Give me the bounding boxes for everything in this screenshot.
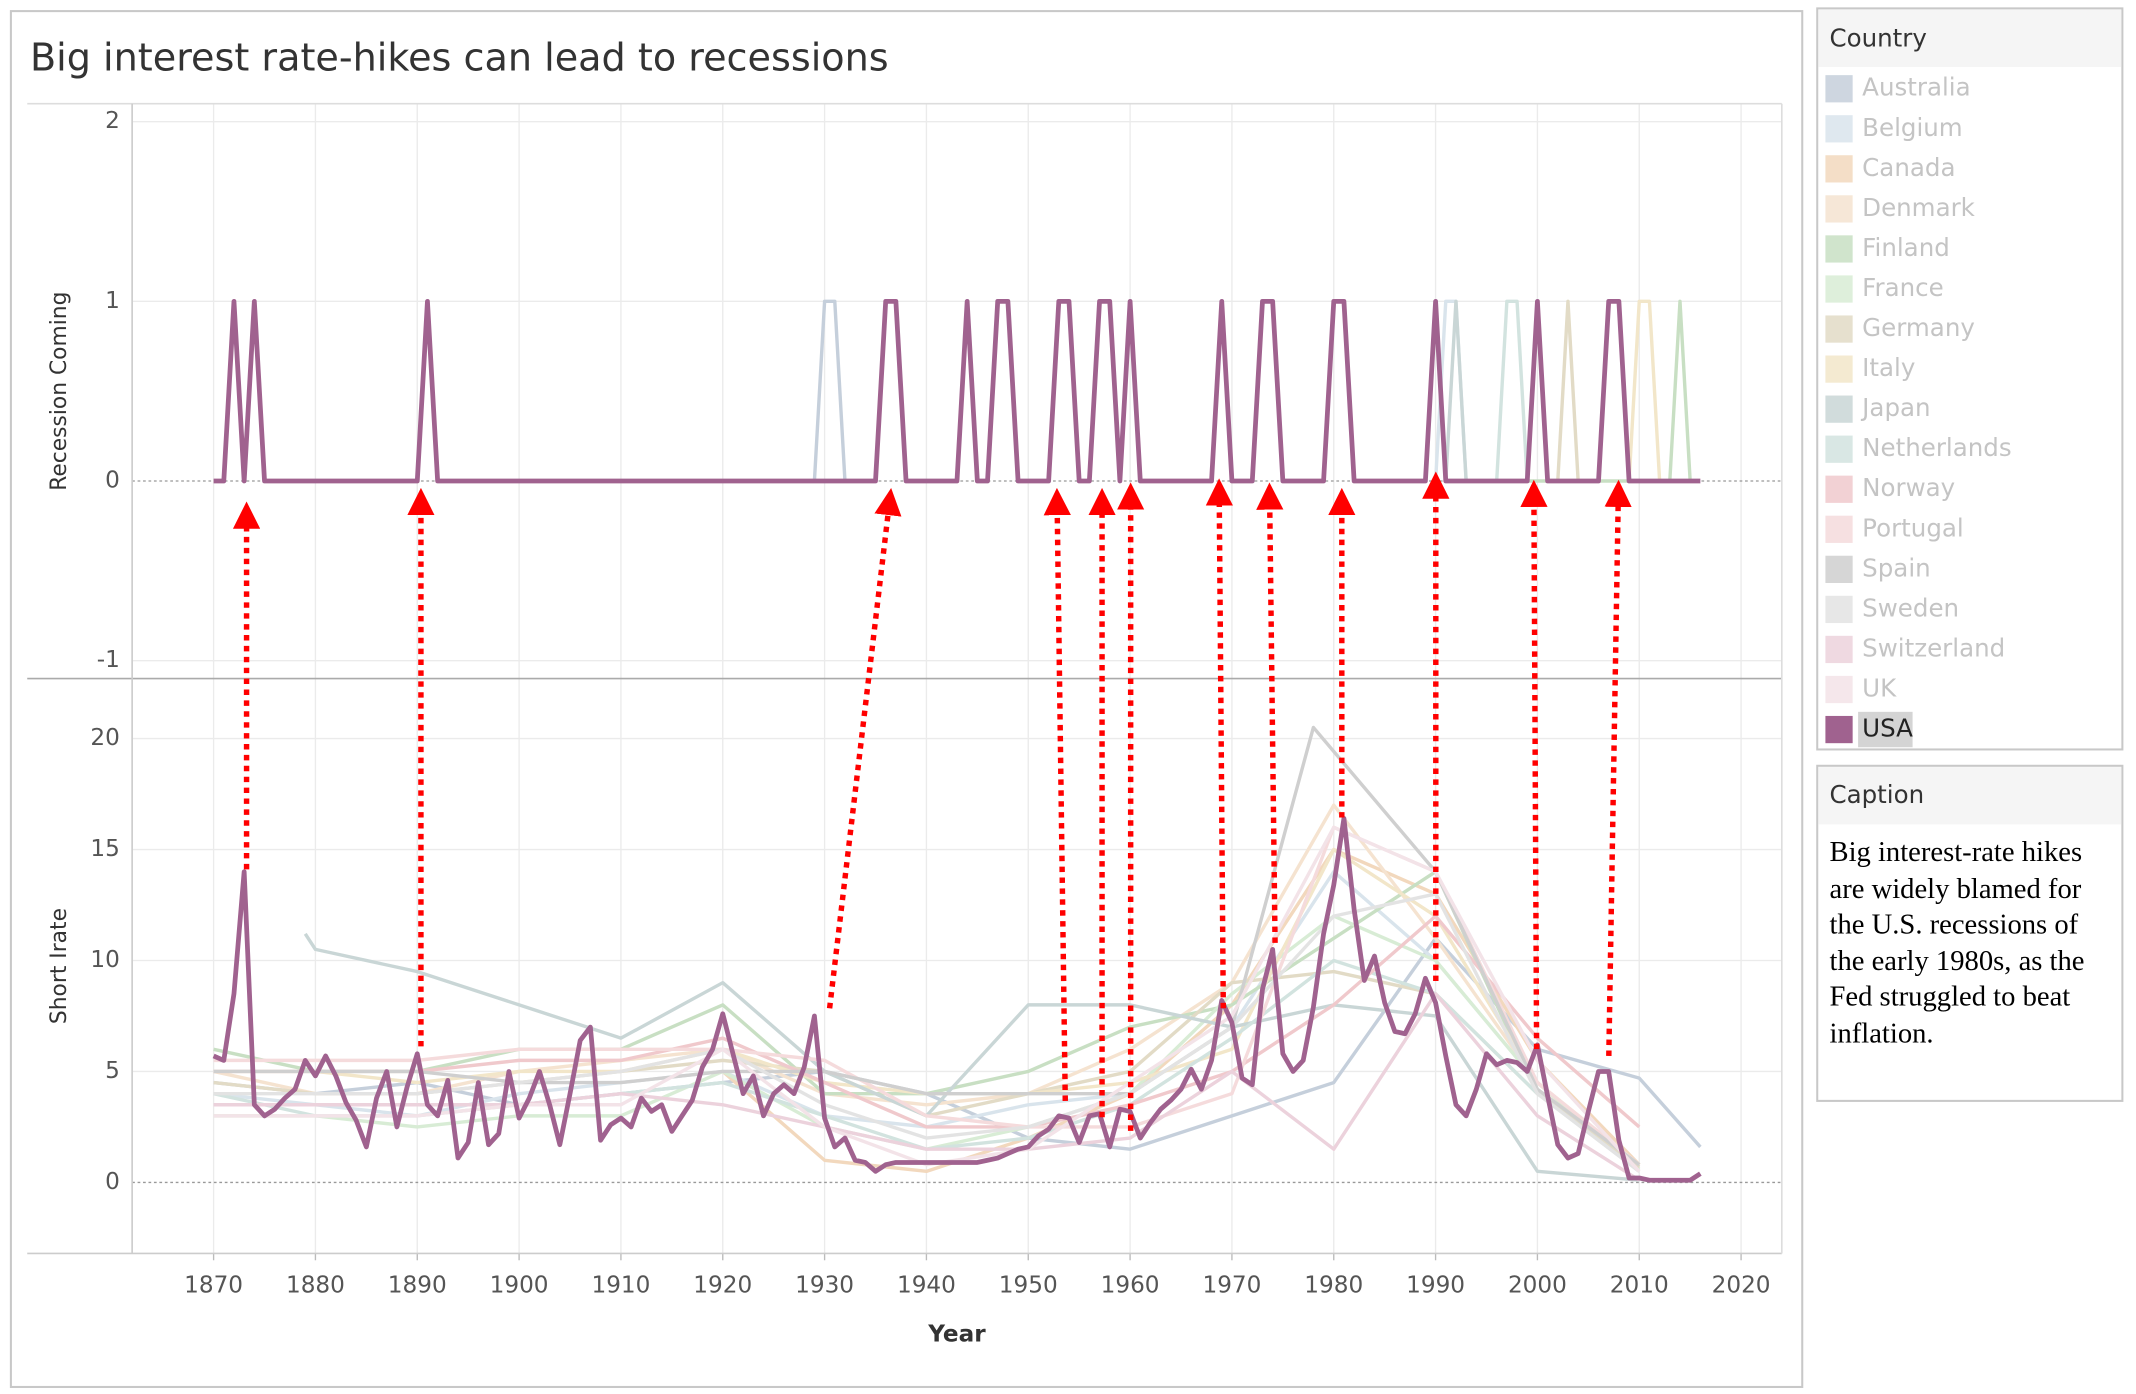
legend-swatch xyxy=(1825,555,1853,583)
arrow xyxy=(1256,482,1284,943)
legend-swatch xyxy=(1825,595,1853,624)
chart-title: Big interest rate-hikes can lead to rece… xyxy=(30,36,889,80)
x-tick-label: 1950 xyxy=(999,1273,1058,1299)
legend-box xyxy=(1816,7,2124,751)
x-tick-label: 2000 xyxy=(1508,1273,1567,1299)
arrow xyxy=(1604,479,1632,1056)
x-tick-label: 2010 xyxy=(1610,1273,1669,1299)
legend-swatch xyxy=(1825,195,1853,223)
legend-title: Country xyxy=(1829,24,1926,53)
x-tick-label: 1920 xyxy=(693,1273,752,1299)
chart-frame xyxy=(9,10,1804,1388)
legend-swatch xyxy=(1825,115,1853,143)
legend-swatch xyxy=(1825,315,1853,343)
arrow xyxy=(1520,479,1548,1050)
legend-label: UK xyxy=(1862,674,1897,703)
legend-highlight xyxy=(1858,711,1913,748)
y-tick-label: 2 xyxy=(105,108,120,134)
series-line xyxy=(212,816,1702,1183)
legend-swatch xyxy=(1825,475,1853,503)
caption-header xyxy=(1818,767,2122,825)
series-line xyxy=(213,725,1641,1167)
legend-label: Switzerland xyxy=(1862,633,2005,662)
y-tick-label: -1 xyxy=(97,647,120,673)
x-tick-label: 1880 xyxy=(286,1273,345,1299)
x-tick-label: 1900 xyxy=(490,1273,549,1299)
legend-label: Denmark xyxy=(1862,193,1975,222)
x-tick-label: 1980 xyxy=(1304,1273,1363,1299)
legend-swatch xyxy=(1825,355,1853,383)
x-tick-label: 1960 xyxy=(1101,1273,1160,1299)
arrow xyxy=(1205,478,1233,1009)
x-axis-label: Year xyxy=(927,1322,986,1348)
y-tick-label: 20 xyxy=(90,725,119,751)
x-tick-label: 2020 xyxy=(1712,1273,1771,1299)
caption-title: Caption xyxy=(1829,780,1924,809)
legend-label: Spain xyxy=(1862,553,1931,582)
legend-label: Italy xyxy=(1862,353,1915,382)
legend-label: France xyxy=(1862,273,1944,302)
legend-label: Norway xyxy=(1862,473,1955,502)
legend-swatch xyxy=(1825,235,1853,263)
x-tick-label: 1970 xyxy=(1202,1273,1261,1299)
legend-label: USA xyxy=(1862,714,1913,743)
legend-label: Germany xyxy=(1862,313,1975,342)
x-tick-label: 1940 xyxy=(897,1273,956,1299)
legend-label: Australia xyxy=(1862,73,1970,102)
y-tick-label: 5 xyxy=(105,1058,120,1084)
legend-swatch xyxy=(1825,675,1853,704)
series-line xyxy=(1556,299,1580,482)
y-tick-label: 1 xyxy=(105,288,120,314)
legend-swatch xyxy=(1825,635,1853,664)
legend-label: Netherlands xyxy=(1862,433,2011,462)
x-tick-label: 1890 xyxy=(388,1273,447,1299)
series-line xyxy=(213,298,1701,484)
y-tick-label: 15 xyxy=(90,836,119,862)
y-tick-label: 0 xyxy=(105,1169,120,1195)
legend-label: Japan xyxy=(1860,393,1930,422)
arrow xyxy=(1043,487,1071,1101)
annotation-arrows xyxy=(232,471,1632,1131)
y-axis-label: Short Irate xyxy=(47,908,72,1024)
x-tick-label: 1990 xyxy=(1406,1273,1465,1299)
caption-body: Big interest-rate hikes are widely blame… xyxy=(1829,835,2085,1049)
legend-swatch xyxy=(1825,75,1853,103)
series-line xyxy=(812,299,847,482)
legend-label: Finland xyxy=(1862,233,1950,262)
series-line xyxy=(1627,299,1662,482)
legend-swatch xyxy=(1825,715,1853,744)
legend-label: Canada xyxy=(1862,153,1955,182)
series-line xyxy=(1494,299,1529,482)
legend-label: Portugal xyxy=(1862,513,1964,542)
caption-text: Big interest-rate hikes are widely blame… xyxy=(1829,835,2085,1049)
plots: -1 0 1 2 Recession Coming 0 5 10 15 20 Short Irate… xyxy=(27,102,1783,1348)
x-tick-label: 1910 xyxy=(591,1273,650,1299)
legend-swatch xyxy=(1825,435,1853,463)
legend-swatch xyxy=(1825,275,1853,303)
x-tick-label: 1930 xyxy=(795,1273,854,1299)
legend-label: Sweden xyxy=(1862,593,1959,622)
legend-label: Belgium xyxy=(1862,113,1963,142)
x-tick-label: 1870 xyxy=(184,1273,243,1299)
series-line xyxy=(1444,299,1468,482)
legend-swatch xyxy=(1825,155,1853,183)
legend-swatch xyxy=(1825,515,1853,543)
legend-header xyxy=(1818,9,2122,67)
y-tick-label: 10 xyxy=(90,947,119,973)
arrow xyxy=(826,487,902,1009)
legend-swatch xyxy=(1825,395,1853,423)
y-tick-label: 0 xyxy=(105,467,120,493)
y-axis-label: Recession Coming xyxy=(47,292,72,491)
legend: Australia Belgium Canada Denmark Finland Fran… xyxy=(1825,73,2012,748)
series-line xyxy=(213,914,1641,1129)
